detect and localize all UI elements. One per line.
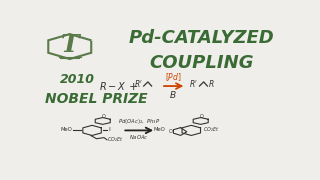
Text: NOBEL PRIZE: NOBEL PRIZE [45,92,148,106]
Text: O: O [101,114,105,119]
Text: O: O [169,129,172,134]
Text: $R$: $R$ [208,78,215,89]
Text: $R'$: $R'$ [133,78,143,89]
Text: $NaOAc$: $NaOAc$ [129,133,149,141]
Text: $Pd(OAc)_2,\ Ph_3P$: $Pd(OAc)_2,\ Ph_3P$ [118,117,160,126]
Text: I: I [108,127,110,132]
Text: $CO_2Et$: $CO_2Et$ [108,135,124,144]
Text: $[Pd]$: $[Pd]$ [165,71,181,83]
Text: $B$: $B$ [169,89,177,100]
Text: 2010: 2010 [60,73,95,86]
Text: MeO: MeO [154,127,165,132]
Text: $+$: $+$ [128,80,138,92]
Text: MeO: MeO [61,127,73,132]
Text: O: O [199,114,203,119]
Text: Pd-CATALYZED: Pd-CATALYZED [128,29,274,47]
Text: $CO_2Et$: $CO_2Et$ [203,125,220,134]
Text: T: T [60,33,79,57]
Text: $R-X$: $R-X$ [99,80,127,92]
Text: $R'$: $R'$ [189,78,199,89]
Text: COUPLING: COUPLING [149,54,253,72]
